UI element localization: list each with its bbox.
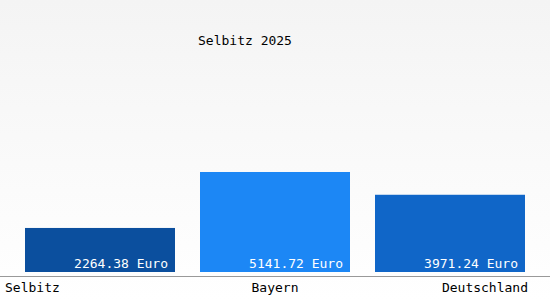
- bar: [25, 228, 175, 272]
- bar: [200, 172, 350, 272]
- x-axis-labels: Selbitz Bayern Deutschland: [5, 280, 528, 295]
- bar: [375, 195, 525, 272]
- data-label: 3971.24 Euro: [424, 256, 518, 271]
- data-label: 2264.38 Euro: [74, 256, 168, 271]
- tick-label: Bayern: [252, 280, 299, 295]
- tick-label: Deutschland: [442, 280, 528, 295]
- bars: [25, 172, 525, 272]
- tick-label: Selbitz: [5, 280, 60, 295]
- data-label: 5141.72 Euro: [249, 256, 343, 271]
- background: [0, 0, 550, 300]
- title: Selbitz 2025: [198, 33, 292, 48]
- axis-line: [0, 276, 550, 277]
- data-labels: 2264.38 Euro 5141.72 Euro 3971.24 Euro: [74, 256, 518, 271]
- chart: Selbitz 2025 2264.38 Euro 5141.72 Euro 3971…: [0, 0, 550, 300]
